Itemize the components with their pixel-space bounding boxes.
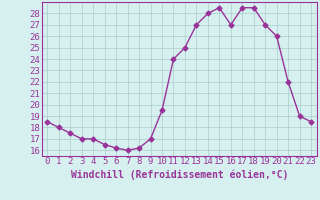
X-axis label: Windchill (Refroidissement éolien,°C): Windchill (Refroidissement éolien,°C) bbox=[70, 169, 288, 180]
